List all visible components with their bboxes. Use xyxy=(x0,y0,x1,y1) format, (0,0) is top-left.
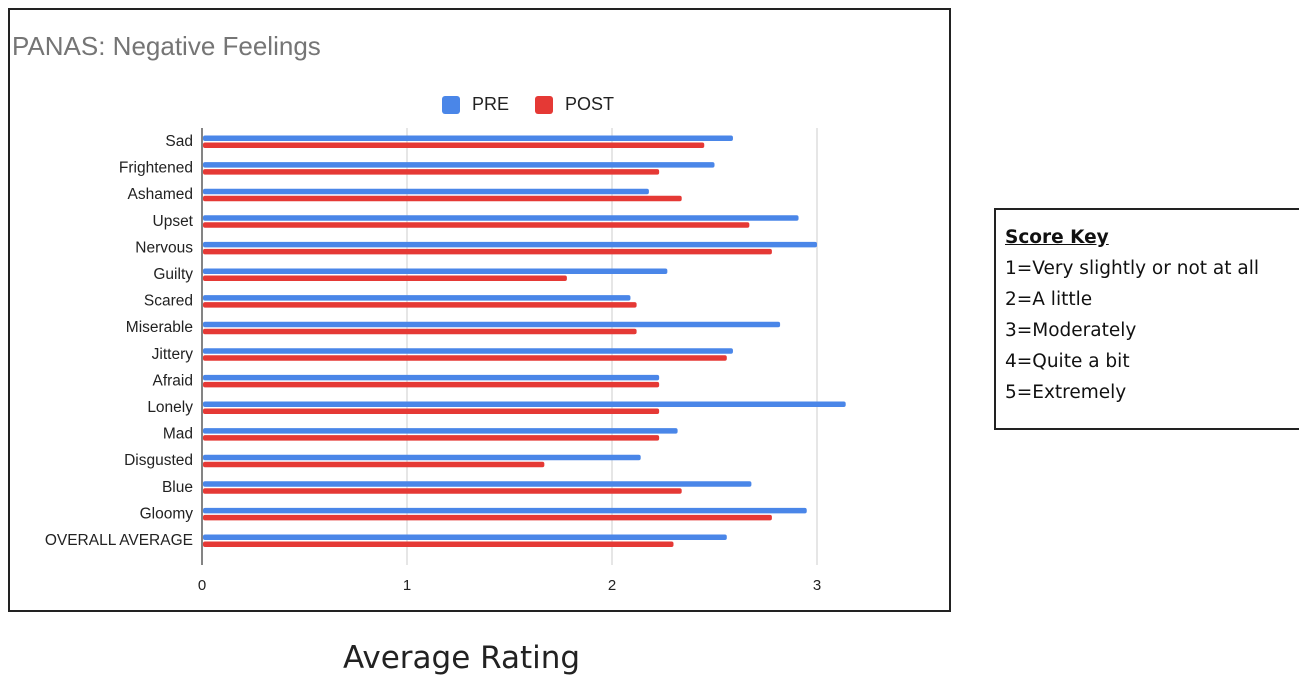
bar-pre xyxy=(203,188,649,195)
bar-pre xyxy=(203,374,660,381)
y-tick-label: Disgusted xyxy=(124,452,193,469)
score-key-item: 4=Quite a bit xyxy=(1005,351,1130,372)
bar-post xyxy=(203,328,637,335)
y-tick-label: Lonely xyxy=(147,399,193,416)
bar-post xyxy=(203,142,705,148)
bar-pre xyxy=(203,135,733,141)
bar-post xyxy=(203,461,545,468)
y-tick-label: Scared xyxy=(144,293,193,310)
x-tick-label: 3 xyxy=(813,577,821,594)
score-key-item: 2=A little xyxy=(1005,289,1093,310)
bar-pre xyxy=(203,428,678,434)
bar-pre xyxy=(203,295,631,301)
y-tick-label: Upset xyxy=(153,213,194,230)
x-axis-label: Average Rating xyxy=(343,640,581,676)
y-tick-label: Nervous xyxy=(135,239,193,256)
y-tick-label: Blue xyxy=(162,479,193,496)
x-tick-label: 1 xyxy=(403,577,411,594)
bar-pre xyxy=(203,321,781,328)
score-key-item: 1=Very slightly or not at all xyxy=(1005,258,1259,279)
y-tick-label: OVERALL AVERAGE xyxy=(45,532,193,549)
y-tick-label: Afraid xyxy=(153,372,194,389)
legend-label-post: POST xyxy=(565,94,615,114)
bar-pre xyxy=(203,162,715,168)
bar-pre xyxy=(203,481,752,487)
bar-chart-plot: 0 1 2 3 Sad Frightened Ashamed Upset Nervous Guil… xyxy=(45,128,846,594)
y-tick-label: Guilty xyxy=(153,266,193,283)
y-tick-label: Jittery xyxy=(152,346,194,363)
legend-label-pre: PRE xyxy=(472,94,510,114)
score-key: Score Key 1=Very slightly or not at all … xyxy=(994,208,1299,430)
bar-pre xyxy=(203,454,641,461)
legend-item-post[interactable]: POST xyxy=(535,94,614,115)
bar-post xyxy=(203,275,567,281)
bar-post xyxy=(203,222,750,228)
x-tick-label: 2 xyxy=(608,577,616,594)
bar-post xyxy=(203,248,772,255)
bar-pre xyxy=(203,215,799,221)
bar-post xyxy=(203,169,660,175)
bar-pre xyxy=(203,348,733,354)
legend-swatch-post xyxy=(535,95,554,114)
bar-pre xyxy=(203,401,846,407)
chart-title: PANAS: Negative Feelings xyxy=(12,31,321,61)
bar-pre xyxy=(203,268,668,274)
bar-pre xyxy=(203,241,817,248)
bar-post xyxy=(203,195,682,202)
legend-swatch-pre xyxy=(442,95,460,114)
bar-post xyxy=(203,435,660,441)
score-key-item: 5=Extremely xyxy=(1005,382,1127,403)
bar-post xyxy=(203,355,727,361)
y-tick-label: Sad xyxy=(165,133,193,150)
bar-post xyxy=(203,514,772,521)
legend: PRE POST xyxy=(442,94,640,115)
bar-post xyxy=(203,408,660,414)
score-key-item: 3=Moderately xyxy=(1005,320,1137,341)
x-tick-label: 0 xyxy=(198,577,206,594)
bar-post xyxy=(203,488,682,494)
y-tick-label: Mad xyxy=(163,426,193,443)
legend-item-pre[interactable]: PRE xyxy=(442,94,509,115)
score-key-title: Score Key xyxy=(1005,227,1109,248)
y-tick-label: Miserable xyxy=(126,319,193,336)
y-tick-label: Gloomy xyxy=(140,505,194,522)
bar-post xyxy=(203,381,660,388)
y-tick-label: Frightened xyxy=(119,160,193,177)
y-tick-label: Ashamed xyxy=(128,186,193,203)
bar-post xyxy=(203,541,674,547)
bar-post xyxy=(203,302,637,308)
bar-pre xyxy=(203,507,807,514)
bar-pre xyxy=(203,534,727,540)
